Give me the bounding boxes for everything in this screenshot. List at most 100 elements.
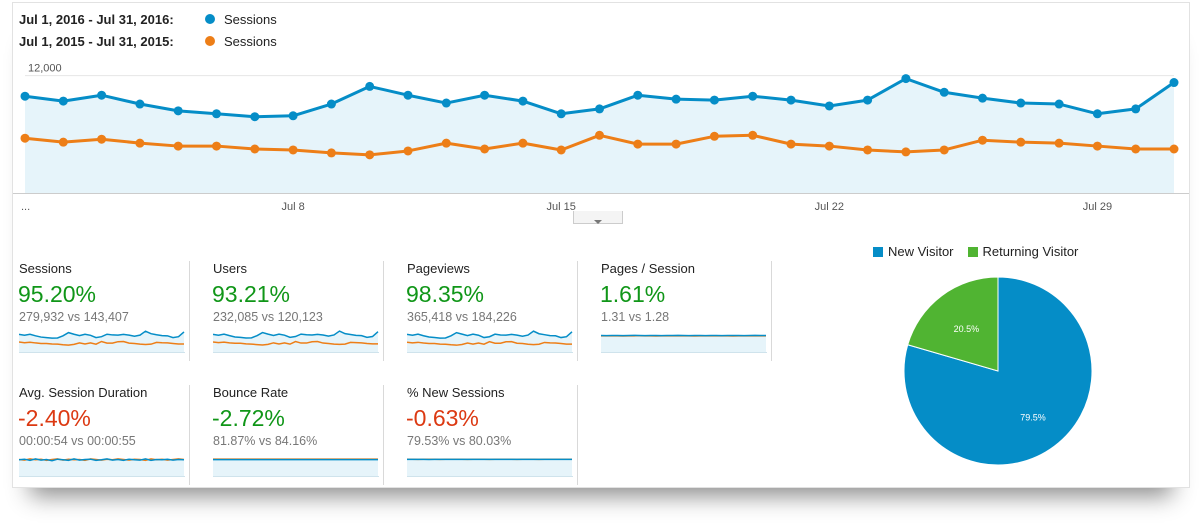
data-point-2015[interactable] (824, 141, 834, 151)
data-point-2015[interactable] (1016, 137, 1026, 147)
metric-divider (383, 385, 384, 485)
data-point-2016[interactable] (97, 90, 107, 100)
data-point-2016[interactable] (326, 99, 336, 109)
data-point-2015[interactable] (1054, 138, 1064, 148)
metric-change: 1.61% (600, 281, 666, 307)
metric-tile-sessions[interactable]: Sessions 95.20% 279,932 vs 143,407 (13, 261, 190, 373)
data-point-2016[interactable] (786, 95, 796, 105)
data-point-2015[interactable] (20, 133, 30, 143)
data-point-2016[interactable] (480, 90, 490, 100)
pie-legend-new-visitor[interactable]: New Visitor (888, 244, 954, 259)
data-point-2015[interactable] (595, 130, 604, 140)
data-point-2016[interactable] (633, 90, 643, 100)
data-point-2016[interactable] (939, 87, 949, 97)
metric-sparkline (19, 330, 185, 353)
legend-swatch-icon (967, 246, 978, 257)
data-point-2015[interactable] (135, 138, 145, 148)
metric-tile-avg-session-duration[interactable]: Avg. Session Duration -2.40% 00:00:54 vs 0… (13, 385, 190, 497)
sparkline-2015 (213, 340, 378, 346)
data-point-2016[interactable] (556, 109, 566, 119)
data-point-2016[interactable] (901, 74, 911, 84)
data-point-2016[interactable] (595, 104, 604, 114)
pie-slice-label: 79.5% (1020, 413, 1046, 423)
x-tick-label: Jul 8 (281, 201, 304, 213)
data-point-2016[interactable] (250, 112, 260, 122)
data-point-2015[interactable] (480, 144, 490, 154)
metric-tile-bounce-rate[interactable]: Bounce Rate -2.72% 81.87% vs 84.16% (207, 385, 384, 497)
legend-row-current: Jul 1, 2016 - Jul 31, 2016: Sessions (19, 9, 277, 29)
data-point-2015[interactable] (633, 139, 643, 149)
data-point-2015[interactable] (786, 139, 796, 149)
data-point-2016[interactable] (288, 111, 298, 121)
data-point-2016[interactable] (1054, 99, 1064, 109)
data-point-2015[interactable] (671, 139, 681, 149)
data-point-2016[interactable] (1092, 109, 1102, 119)
data-point-2015[interactable] (978, 135, 987, 145)
metric-change: 98.35% (406, 281, 485, 307)
pie-legend-returning-visitor[interactable]: Returning Visitor (982, 244, 1079, 259)
metric-title: Users (213, 261, 247, 276)
metric-tile-new-sessions[interactable]: % New Sessions -0.63% 79.53% vs 80.03% (401, 385, 578, 497)
data-point-2015[interactable] (1169, 144, 1179, 154)
visitor-type-pie-chart[interactable]: 79.5% 20.5% (893, 273, 1103, 473)
data-point-2015[interactable] (441, 138, 451, 148)
data-point-2016[interactable] (709, 95, 719, 105)
data-point-2015[interactable] (403, 146, 413, 156)
data-point-2015[interactable] (250, 144, 260, 154)
metric-comparison: 1.31 vs 1.28 (601, 310, 670, 324)
chart-collapse-toggle[interactable] (573, 211, 623, 224)
pie-legend: New Visitor Returning Visitor (873, 244, 1092, 259)
data-point-2015[interactable] (212, 141, 221, 151)
data-point-2015[interactable] (173, 141, 183, 151)
data-point-2015[interactable] (365, 150, 375, 160)
data-point-2015[interactable] (97, 134, 107, 144)
data-point-2015[interactable] (1131, 144, 1141, 154)
data-point-2016[interactable] (1169, 78, 1179, 88)
data-point-2015[interactable] (901, 147, 911, 157)
data-point-2015[interactable] (939, 145, 949, 155)
data-point-2016[interactable] (824, 101, 834, 111)
metric-tile-pageviews[interactable]: Pageviews 98.35% 365,418 vs 184,226 (401, 261, 578, 373)
x-tick-label: Jul 22 (815, 201, 844, 213)
legend-row-previous: Jul 1, 2015 - Jul 31, 2015: Sessions (19, 31, 277, 51)
data-point-2015[interactable] (748, 130, 758, 140)
metric-comparison: 00:00:54 vs 00:00:55 (19, 434, 136, 448)
data-point-2016[interactable] (863, 95, 873, 105)
sparkline-area (213, 459, 378, 477)
data-point-2015[interactable] (288, 145, 298, 155)
data-point-2016[interactable] (1016, 98, 1026, 108)
data-point-2016[interactable] (58, 96, 68, 106)
metric-sparkline (407, 330, 573, 353)
data-point-2016[interactable] (671, 94, 681, 104)
data-point-2016[interactable] (135, 99, 145, 109)
metric-divider (577, 261, 578, 361)
metric-sparkline (19, 458, 185, 477)
data-point-2016[interactable] (978, 93, 987, 103)
data-point-2015[interactable] (326, 148, 336, 158)
sparkline-2016 (213, 330, 379, 339)
metric-change: 95.20% (18, 281, 97, 307)
data-point-2016[interactable] (365, 81, 375, 91)
data-point-2015[interactable] (863, 145, 873, 155)
data-point-2016[interactable] (20, 91, 30, 101)
data-point-2016[interactable] (403, 90, 413, 100)
data-point-2016[interactable] (748, 91, 758, 101)
data-point-2016[interactable] (212, 109, 221, 119)
data-point-2015[interactable] (1092, 141, 1102, 151)
pie-slice-returning-visitor[interactable] (907, 276, 999, 372)
data-point-2016[interactable] (1131, 104, 1141, 114)
sparkline-area (19, 458, 184, 477)
data-point-2015[interactable] (518, 138, 528, 148)
data-point-2016[interactable] (518, 96, 528, 106)
data-point-2015[interactable] (58, 137, 68, 147)
legend-swatch-icon (873, 246, 883, 257)
data-point-2015[interactable] (556, 145, 566, 155)
metric-change: 93.21% (212, 281, 291, 307)
data-point-2016[interactable] (441, 98, 451, 108)
metric-tile-users[interactable]: Users 93.21% 232,085 vs 120,123 (207, 261, 384, 373)
data-point-2015[interactable] (709, 131, 719, 141)
metric-tile-pages-session[interactable]: Pages / Session 1.61% 1.31 vs 1.28 (595, 261, 772, 373)
data-point-2016[interactable] (173, 106, 183, 116)
legend-dot-icon (205, 14, 215, 24)
